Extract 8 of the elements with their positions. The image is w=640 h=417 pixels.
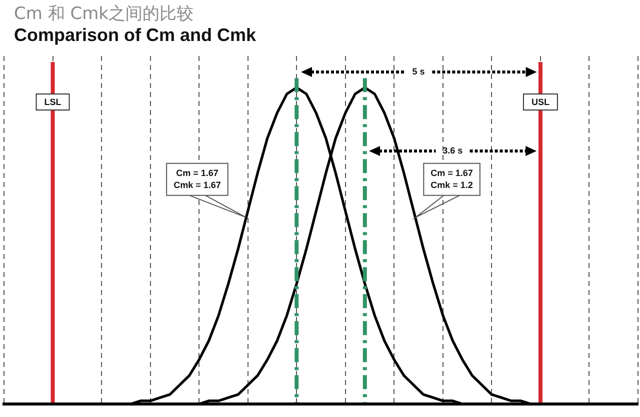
annotation: USL	[531, 96, 550, 107]
text: 5 s	[412, 66, 425, 76]
chart-title: Cm 和 Cmk之间的比较	[14, 3, 194, 25]
annotation: 3.6 s	[442, 145, 463, 156]
annotation: Cm = 1.67 Cmk = 1.67	[174, 168, 221, 190]
annotation: LSL	[44, 96, 62, 107]
chart-subtitle: Comparison of Cm and Cmk	[14, 25, 256, 46]
annotation: Cm = 1.67 Cmk = 1.2	[430, 168, 473, 190]
